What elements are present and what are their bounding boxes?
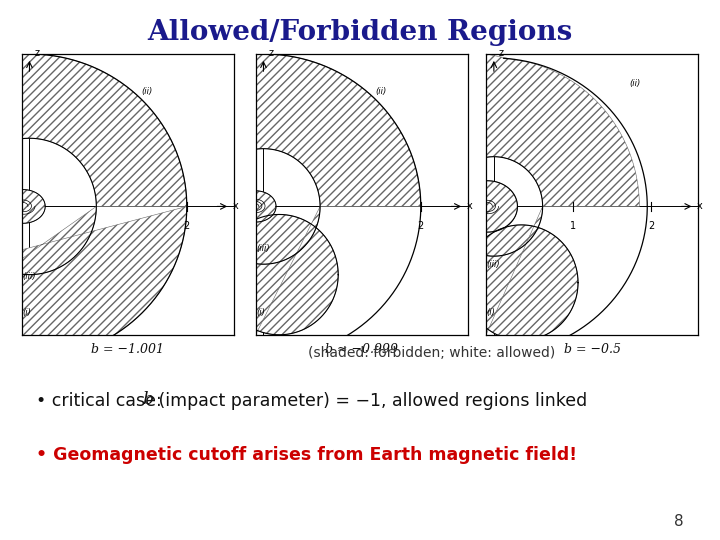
Text: b = −0.5: b = −0.5 <box>564 343 621 356</box>
Polygon shape <box>220 214 338 335</box>
Text: • critical case:: • critical case: <box>36 392 167 409</box>
Text: • Geomagnetic cutoff arises from Earth magnetic field!: • Geomagnetic cutoff arises from Earth m… <box>36 446 577 463</box>
Text: 8: 8 <box>675 514 684 529</box>
Text: x: x <box>467 201 472 212</box>
Text: (i): (i) <box>256 308 265 317</box>
Text: (impact parameter) = −1, allowed regions linked: (impact parameter) = −1, allowed regions… <box>153 392 588 409</box>
Text: Allowed/Forbidden Regions: Allowed/Forbidden Regions <box>148 19 572 46</box>
Polygon shape <box>228 54 420 206</box>
Text: x: x <box>233 201 238 212</box>
Text: (i): (i) <box>487 308 495 317</box>
Polygon shape <box>465 225 578 340</box>
Text: z: z <box>498 48 503 58</box>
Text: 2: 2 <box>184 221 190 231</box>
Text: 2: 2 <box>418 221 424 231</box>
Polygon shape <box>0 206 186 359</box>
Polygon shape <box>0 54 186 206</box>
Text: (iii): (iii) <box>22 272 36 281</box>
Polygon shape <box>1 190 45 223</box>
Text: z: z <box>34 48 39 58</box>
Polygon shape <box>468 206 543 335</box>
Polygon shape <box>235 191 276 222</box>
Text: b ≈ −0.999: b ≈ −0.999 <box>325 343 398 356</box>
Polygon shape <box>458 181 518 232</box>
Text: (iii): (iii) <box>487 260 500 268</box>
Text: (ii): (ii) <box>630 79 641 88</box>
Text: b = −1.001: b = −1.001 <box>91 343 164 356</box>
Text: z: z <box>268 48 273 58</box>
Polygon shape <box>468 54 639 206</box>
Text: x: x <box>697 201 703 212</box>
Text: (shaded: forbidden; white: allowed): (shaded: forbidden; white: allowed) <box>308 346 556 360</box>
Text: b: b <box>143 392 153 408</box>
Text: (iii): (iii) <box>256 244 270 253</box>
Text: (ii): (ii) <box>376 87 387 96</box>
Text: (i): (i) <box>22 308 31 317</box>
Text: (ii): (ii) <box>142 87 153 96</box>
Polygon shape <box>228 206 320 335</box>
Text: 2: 2 <box>648 221 654 231</box>
Text: 1: 1 <box>570 221 575 231</box>
